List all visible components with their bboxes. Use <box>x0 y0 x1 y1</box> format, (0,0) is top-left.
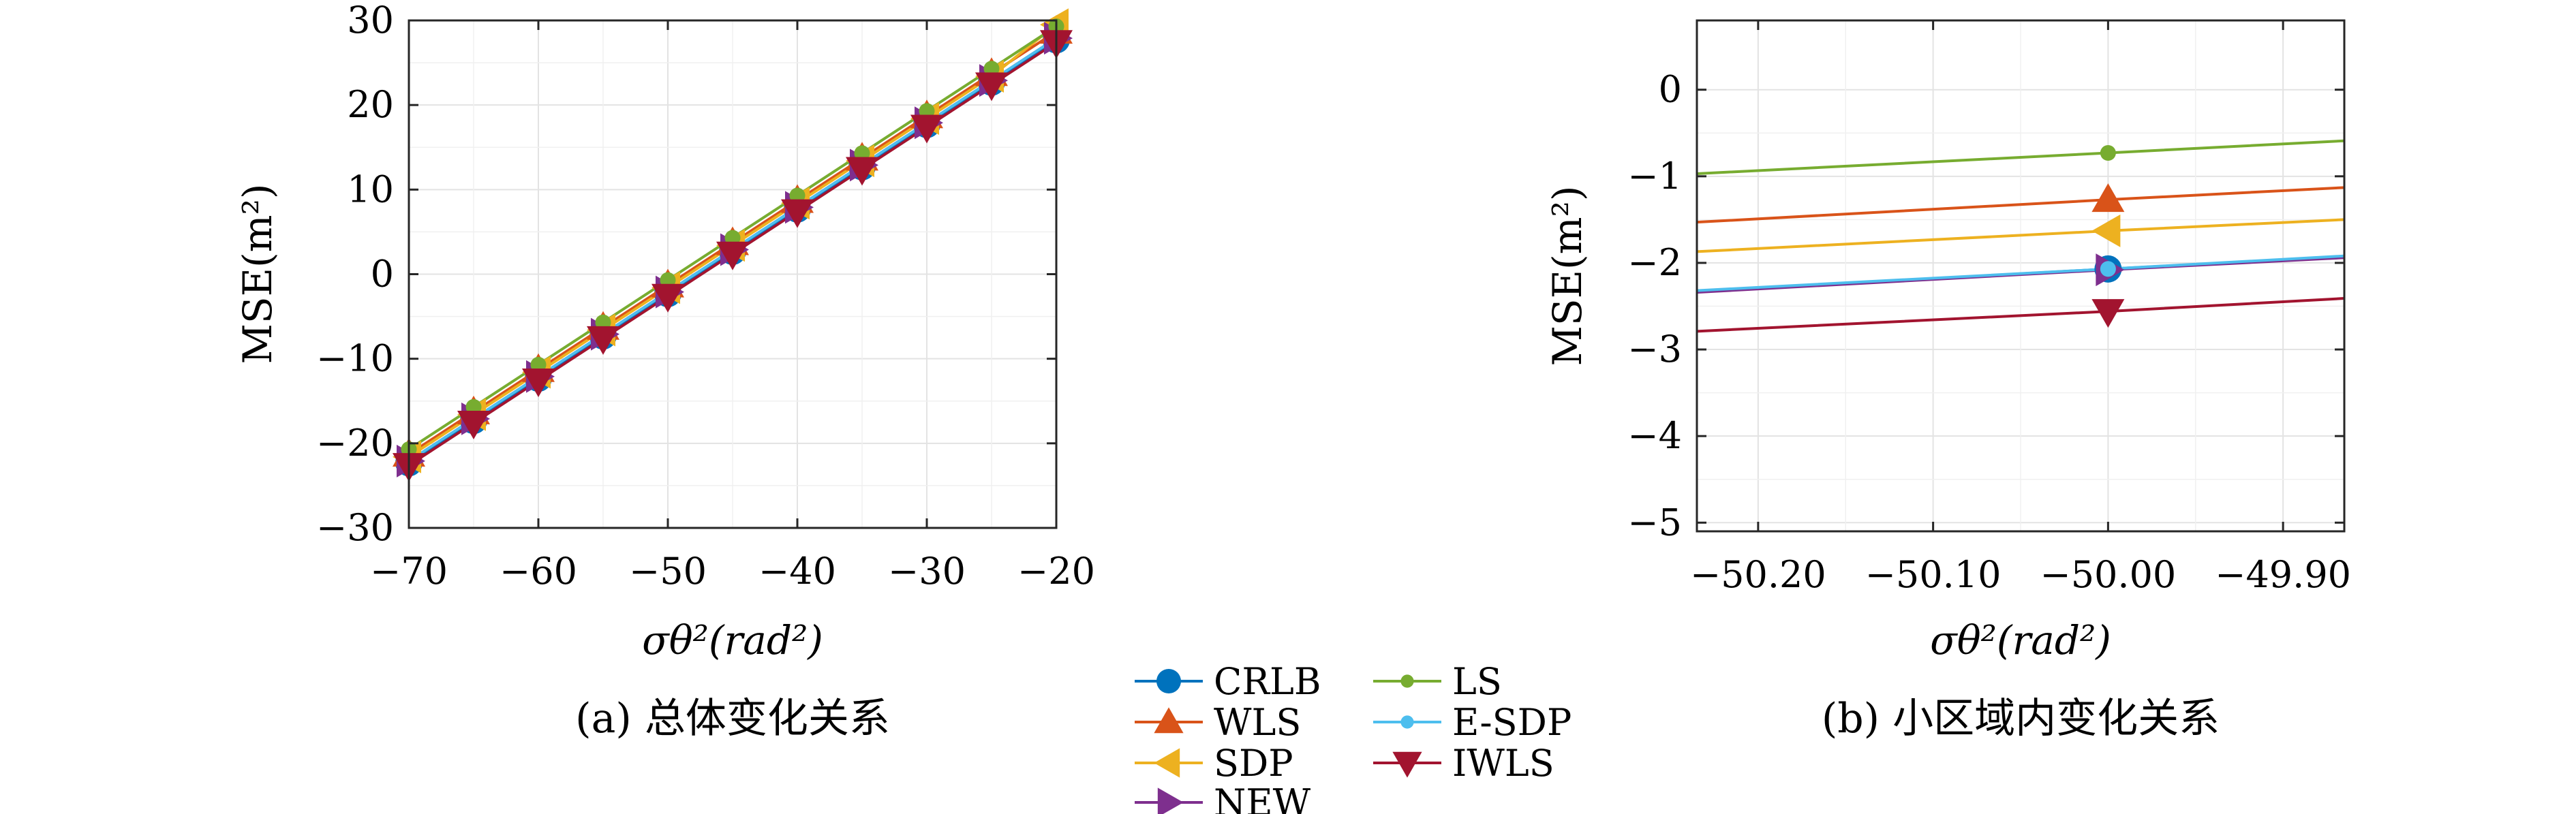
legend-item-e-sdp: E-SDP <box>1373 701 1571 744</box>
y-tick-label: 0 <box>371 253 394 296</box>
data-point-ls <box>2100 144 2116 161</box>
legend-label: LS <box>1452 660 1502 703</box>
data-point-iwls <box>522 368 555 397</box>
data-point-iwls <box>651 283 684 313</box>
legend-item-iwls: IWLS <box>1373 742 1554 785</box>
panel-a-chart: −70 −60 −50 −40 −30 −20 −30 −20 −10 0 10 20 30 MSE(m… <box>234 0 1095 742</box>
y-tick-label: 30 <box>347 0 394 42</box>
legend-label: E-SDP <box>1452 701 1571 744</box>
legend-label: SDP <box>1214 742 1293 785</box>
legend-item-crlb: CRLB <box>1135 660 1321 703</box>
x-tick-label: −50 <box>629 550 707 593</box>
x-tick-label: −50.10 <box>1865 553 2002 596</box>
y-tick-label: −10 <box>316 337 394 380</box>
x-tick-label: −40 <box>758 550 836 593</box>
legend-item-wls: WLS <box>1135 701 1301 744</box>
panel-a-xlabel: σθ²(rad²) <box>642 617 823 663</box>
panel-a-caption: (a) 总体变化关系 <box>575 695 890 742</box>
x-tick-label: −30 <box>888 550 966 593</box>
legend-marker <box>1400 674 1414 688</box>
y-tick-label: 20 <box>347 83 394 126</box>
data-point-iwls <box>587 326 619 355</box>
data-point-iwls <box>781 199 814 228</box>
y-tick-label: −20 <box>316 422 394 465</box>
legend-label: WLS <box>1214 701 1301 744</box>
panel-b-chart: −50.20 −50.10 −50.00 −49.90 −5 −4 −3 −2 −1 0 MSE(… <box>1544 19 2351 742</box>
legend-marker <box>1392 751 1422 778</box>
x-tick-label: −20 <box>1017 550 1095 593</box>
legend-marker <box>1156 669 1181 693</box>
legend-marker <box>1154 707 1184 734</box>
x-tick-label: −50.00 <box>2040 553 2176 596</box>
data-point-iwls <box>846 157 878 186</box>
x-tick-label: −49.90 <box>2215 553 2351 596</box>
panel-b-caption: (b) 小区域内变化关系 <box>1822 695 2220 742</box>
data-point-iwls <box>975 72 1008 101</box>
data-point-sdp <box>2091 214 2121 247</box>
data-point-iwls <box>910 114 943 144</box>
panel-b-xlabel: σθ²(rad²) <box>1930 617 2111 663</box>
y-tick-label: 10 <box>347 168 394 210</box>
y-tick-label: 0 <box>1659 68 1682 111</box>
panel-b-ticks: −50.20 −50.10 −50.00 −49.90 −5 −4 −3 −2 −1 0 <box>1627 20 2351 596</box>
y-tick-label: −1 <box>1627 155 1682 198</box>
legend-label: CRLB <box>1214 660 1321 703</box>
y-tick-label: −3 <box>1627 328 1682 371</box>
y-tick-label: −30 <box>316 506 394 549</box>
y-tick-label: −2 <box>1627 241 1682 284</box>
legend-item-new: NEW <box>1135 781 1311 814</box>
legend-item-ls: LS <box>1373 660 1502 703</box>
panel-b-markers <box>2091 144 2125 328</box>
x-tick-label: −50.20 <box>1690 553 1826 596</box>
x-tick-label: −60 <box>500 550 577 593</box>
panel-a-ylabel: MSE(m²) <box>234 184 281 364</box>
panel-b-ylabel: MSE(m²) <box>1544 186 1591 366</box>
x-tick-label: −70 <box>370 550 448 593</box>
data-point-e-sdp <box>2100 261 2116 277</box>
y-tick-label: −5 <box>1627 501 1682 544</box>
data-point-iwls <box>457 411 490 440</box>
legend-marker <box>1400 715 1414 729</box>
panel-a-ticks: −70 −60 −50 −40 −30 −20 −30 −20 −10 0 10 20 30 <box>316 0 1095 593</box>
panel-b-axes-box <box>1696 19 2346 533</box>
legend-marker <box>1157 787 1184 814</box>
y-tick-label: −4 <box>1627 414 1682 457</box>
data-point-wls <box>2091 183 2125 213</box>
legend-item-sdp: SDP <box>1135 742 1293 785</box>
legend-label: IWLS <box>1452 742 1554 785</box>
legend-label: NEW <box>1214 781 1311 814</box>
panel-b-grid <box>1697 20 2344 531</box>
legend-marker <box>1154 748 1180 778</box>
data-point-iwls <box>2091 299 2125 328</box>
data-point-iwls <box>716 241 749 270</box>
